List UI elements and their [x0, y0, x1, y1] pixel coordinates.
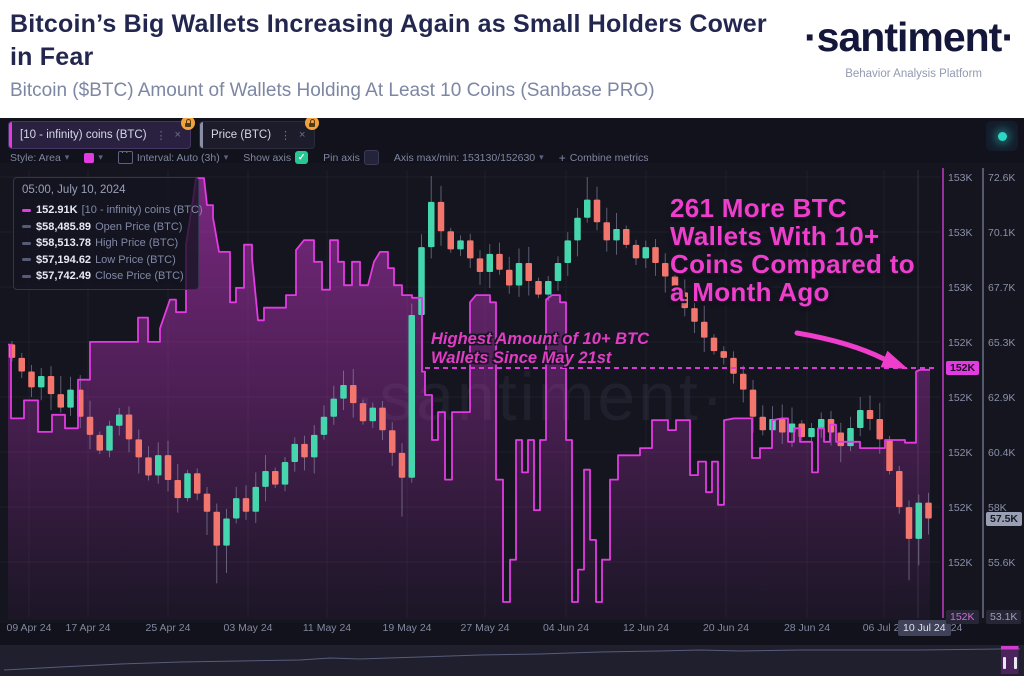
x-axis-tick: 03 May 24	[223, 622, 273, 634]
tooltip-row: $57,742.49 Close Price (BTC)	[22, 270, 190, 282]
status-indicator-button[interactable]	[986, 121, 1018, 151]
price-axis-bottom-chip: 53.1K	[986, 610, 1022, 624]
santiment-logo: ·santiment·	[804, 14, 1015, 60]
chevron-down-icon: ▾	[223, 152, 229, 162]
show-axis-toggle[interactable]: Show axis ✓	[243, 151, 309, 164]
checkbox-unchecked-icon[interactable]	[363, 150, 379, 165]
tab-label: [10 - infinity) coins (BTC)	[20, 129, 147, 141]
price-axis-tick: 60.4K	[988, 447, 1016, 459]
style-label: Style: Area	[10, 151, 61, 164]
series-dash-icon	[22, 241, 31, 245]
wallet-axis-tick: 152K	[948, 447, 973, 459]
wallet-axis-tick: 152K	[948, 337, 973, 349]
price-axis-tick: 70.1K	[988, 227, 1016, 239]
x-axis-tick: 17 Apr 24	[65, 622, 111, 634]
tooltip-timestamp: 05:00, July 10, 2024	[22, 184, 126, 196]
chart-subtitle: Bitcoin ($BTC) Amount of Wallets Holding…	[10, 80, 655, 101]
metric-tabs: [10 - infinity) coins (BTC) ⋮ × Price (BTC)…	[8, 116, 320, 149]
combine-metrics-button[interactable]: + Combine metrics	[559, 151, 649, 165]
tooltip-row: $57,194.62 Low Price (BTC)	[22, 254, 190, 266]
tooltip-row: $58,485.89 Open Price (BTC)	[22, 221, 190, 233]
wallet-axis-tick: 153K	[948, 282, 973, 294]
chart-toolbar: Style: Area ▾ ▾ Interval: Auto (3h) ▾ Sh…	[10, 147, 649, 165]
wallet-axis-tick: 152K	[948, 502, 973, 514]
x-axis-tick: 25 Apr 24	[145, 622, 191, 634]
axis-maxmin-dropdown[interactable]: Axis max/min: 153130/152630 ▾	[394, 152, 544, 164]
price-axis-tick: 55.6K	[988, 557, 1016, 569]
annotation-note: Highest Amount of 10+ BTC Wallets Since M…	[431, 330, 650, 367]
price-current-badge: 57.5K	[986, 512, 1023, 526]
x-axis-tick: 27 May 24	[460, 622, 510, 634]
header: Bitcoin’s Big Wallets Increasing Again a…	[0, 0, 1024, 118]
wallet-axis-tick: 153K	[948, 227, 973, 239]
x-axis-current-badge: 10 Jul 24	[898, 620, 951, 636]
x-axis-tick: 12 Jun 24	[622, 622, 670, 634]
annotation-headline: 261 More BTC Wallets With 10+ Coins Compar…	[670, 193, 915, 307]
checkbox-checked-icon[interactable]: ✓	[295, 151, 309, 164]
kebab-menu-icon[interactable]: ⋮	[280, 129, 292, 142]
metric-color-swatch	[84, 152, 95, 163]
chart-tooltip: 05:00, July 10, 2024 152.91K [10 - infini…	[13, 177, 203, 290]
color-swatch-dropdown[interactable]: ▾	[84, 152, 103, 163]
series-dash-icon	[22, 208, 31, 212]
price-axis-tick: 62.9K	[988, 392, 1016, 404]
wallet-axis-tick: 153K	[948, 172, 973, 184]
combine-metrics-label: Combine metrics	[569, 151, 649, 164]
navigator-handle-right[interactable]	[1014, 657, 1017, 669]
close-icon[interactable]: ×	[299, 129, 306, 141]
tab-price-metric[interactable]: Price (BTC) ⋮ ×	[198, 116, 320, 149]
pin-axis-label: Pin axis	[323, 151, 360, 164]
x-axis-tick: 19 May 24	[382, 622, 432, 634]
candle-format-icon	[117, 147, 133, 164]
lock-badge-icon	[305, 116, 320, 130]
tab-wallet-metric[interactable]: [10 - infinity) coins (BTC) ⋮ ×	[8, 116, 195, 149]
x-axis-tick: 06 Jul 24	[862, 622, 906, 634]
pin-axis-toggle[interactable]: Pin axis	[323, 150, 379, 165]
lock-badge-icon	[180, 116, 195, 130]
series-dash-icon	[22, 258, 31, 261]
plus-icon: +	[558, 150, 566, 165]
navigator-handle-left[interactable]	[1003, 657, 1006, 669]
tooltip-row: 152.91K [10 - infinity) coins (BTC)	[22, 204, 203, 216]
wallet-current-badge: 152K	[946, 361, 980, 375]
wallet-axis-tick: 152K	[948, 392, 973, 404]
brand-tagline: Behavior Analysis Platform	[845, 68, 982, 80]
pulse-dot-icon	[997, 131, 1007, 141]
page-title: Bitcoin’s Big Wallets Increasing Again a…	[10, 10, 767, 71]
interval-dropdown[interactable]: Interval: Auto (3h) ▾	[117, 147, 229, 164]
style-dropdown[interactable]: Style: Area ▾	[10, 152, 69, 164]
tab-label: Price (BTC)	[210, 129, 272, 141]
price-axis-tick: 65.3K	[988, 337, 1016, 349]
close-icon[interactable]: ×	[174, 129, 181, 141]
wallet-axis-bottom-chip: 152K	[946, 610, 979, 624]
x-axis-tick: 20 Jun 24	[702, 622, 750, 634]
price-axis-tick: 72.6K	[988, 172, 1016, 184]
series-dash-icon	[22, 225, 31, 228]
svg-text:·santiment·: ·santiment·	[353, 359, 726, 435]
x-axis-tick: 28 Jun 24	[783, 622, 831, 634]
x-axis-tick: 04 Jun 24	[542, 622, 590, 634]
price-axis-tick: 67.7K	[988, 282, 1016, 294]
show-axis-label: Show axis	[243, 151, 292, 164]
axis-maxmin-label: Axis max/min: 153130/152630	[393, 151, 536, 164]
x-axis-tick: 09 Apr 24	[6, 622, 52, 634]
wallet-axis-tick: 152K	[948, 557, 973, 569]
interval-label: Interval: Auto (3h)	[136, 151, 220, 164]
chevron-down-icon: ▾	[539, 152, 544, 162]
tab-accent	[9, 122, 12, 148]
tooltip-row: $58,513.78 High Price (BTC)	[22, 237, 190, 249]
tab-accent	[199, 122, 203, 148]
kebab-menu-icon[interactable]: ⋮	[155, 129, 167, 142]
chevron-down-icon: ▾	[64, 152, 70, 162]
chevron-down-icon: ▾	[98, 152, 103, 162]
series-dash-icon	[22, 274, 31, 278]
x-axis-tick: 11 May 24	[302, 622, 352, 634]
